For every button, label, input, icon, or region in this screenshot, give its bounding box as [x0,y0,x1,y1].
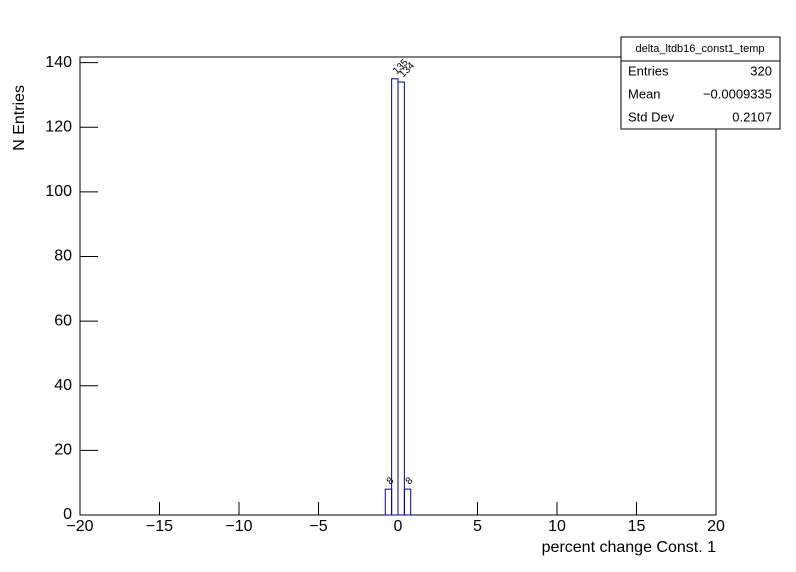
stats-label: Mean [628,86,661,101]
stats-label: Std Dev [628,109,675,124]
stats-title: delta_ltdb16_const1_temp [635,43,764,55]
x-tick-label: 5 [473,518,482,535]
y-tick-label: 0 [63,506,72,523]
y-tick-label: 20 [54,442,72,459]
stats-label: Entries [628,63,669,78]
x-tick-label: −20 [66,518,93,535]
x-axis-label: percent change Const. 1 [542,539,716,556]
x-tick-label: 20 [707,518,725,535]
y-tick-label: 140 [45,54,72,71]
x-tick-label: 15 [628,518,646,535]
x-tick-label: 0 [394,518,403,535]
stats-box: delta_ltdb16_const1_temp [620,36,781,130]
y-tick-label: 100 [45,183,72,200]
stats-value: 320 [750,63,772,78]
stats-value: −0.0009335 [703,86,772,101]
stats-value: 0.2107 [732,109,772,124]
x-tick-label: −10 [225,518,252,535]
stats-frame [620,36,781,130]
x-tick-label: −15 [146,518,173,535]
y-tick-label: 120 [45,118,72,135]
bar [403,488,412,516]
y-axis-label: N Entries [11,85,28,151]
y-tick-label: 40 [54,377,72,394]
x-tick-label: −5 [309,518,327,535]
y-tick-label: 80 [54,248,72,265]
bar [397,81,405,516]
y-tick-label: 60 [54,312,72,329]
x-tick-label: 10 [548,518,566,535]
